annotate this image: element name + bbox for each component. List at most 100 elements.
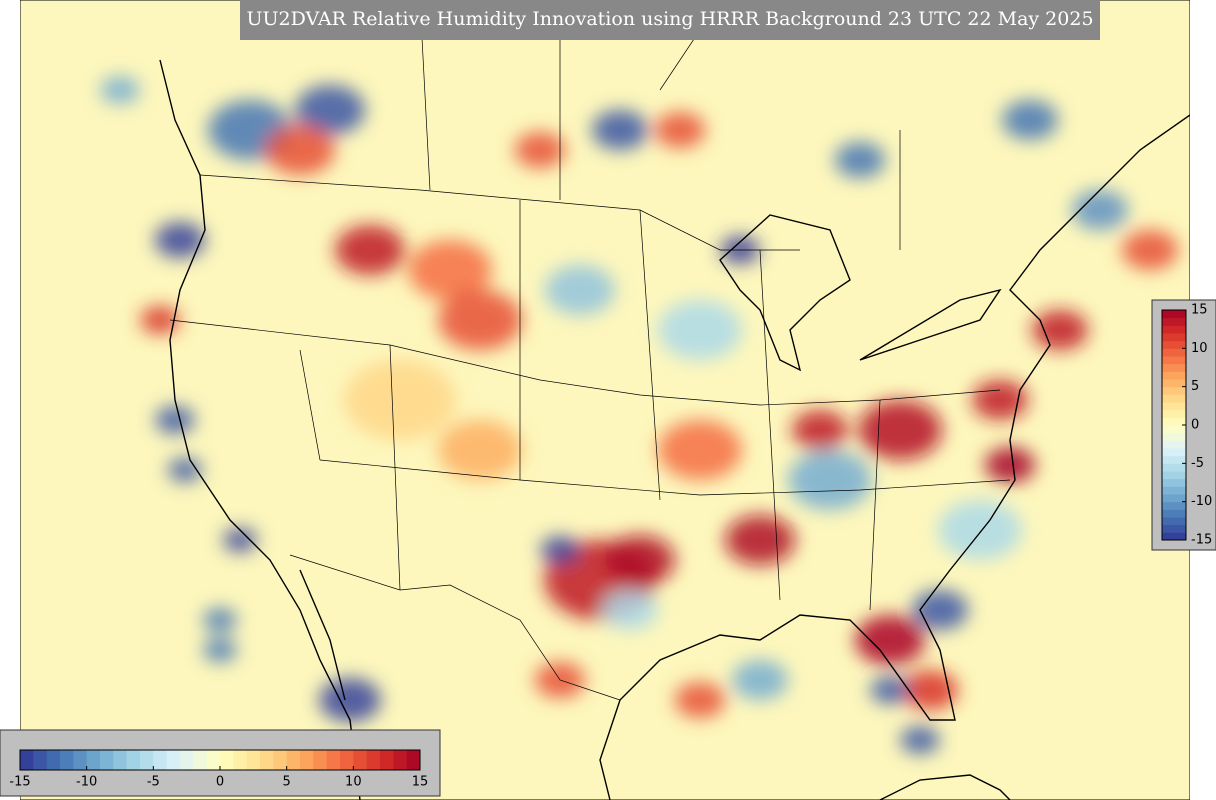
baja-coast bbox=[299, 569, 346, 701]
colorbar-segment bbox=[1162, 471, 1186, 480]
field-blob bbox=[658, 420, 742, 480]
colorbar-segment bbox=[1162, 532, 1186, 541]
field-blob bbox=[1002, 100, 1058, 140]
colorbar-segment bbox=[1162, 371, 1186, 380]
colorbar-segment bbox=[1162, 486, 1186, 495]
colorbar-segment bbox=[46, 750, 61, 770]
field-blob bbox=[725, 515, 795, 565]
canada-provinces bbox=[419, 0, 901, 250]
field-blob bbox=[1032, 310, 1088, 350]
borders bbox=[169, 0, 1011, 701]
colorbar-segment bbox=[1162, 440, 1186, 449]
colorbar-segment bbox=[1162, 333, 1186, 342]
colorbar-segment bbox=[1162, 317, 1186, 326]
field-blob bbox=[295, 85, 365, 135]
field-blob bbox=[592, 110, 648, 150]
colorbar-segment bbox=[1162, 432, 1186, 441]
field-blob bbox=[1122, 230, 1178, 270]
colorbar-tick-label: -5 bbox=[147, 775, 160, 790]
colorbar-segment bbox=[1162, 356, 1186, 365]
field-blob bbox=[732, 660, 788, 700]
colorbar-segment bbox=[353, 750, 368, 770]
field-blob bbox=[223, 528, 257, 552]
field-blob bbox=[545, 265, 615, 315]
colorbar-tick-label: 10 bbox=[345, 775, 362, 790]
mexico-border bbox=[289, 554, 621, 701]
colorbar-segment bbox=[1162, 409, 1186, 418]
title: UU2DVAR Relative Humidity Innovation usi… bbox=[246, 8, 1093, 30]
colorbar-tick-label: -10 bbox=[76, 775, 97, 790]
cuba-coast bbox=[879, 774, 1011, 800]
colorbar-segment bbox=[1162, 340, 1186, 349]
field-blob bbox=[408, 240, 492, 300]
colorbar-segment bbox=[86, 750, 101, 770]
colorbar-segment bbox=[326, 750, 341, 770]
colorbar-segment bbox=[1162, 402, 1186, 411]
colorbar-segment bbox=[1162, 417, 1186, 426]
colorbar-segment bbox=[1162, 310, 1186, 319]
field-blob bbox=[203, 638, 237, 662]
field-blob bbox=[155, 406, 195, 434]
colorbar-segment bbox=[1162, 517, 1186, 526]
field-blob bbox=[602, 590, 658, 630]
colorbar-segment bbox=[233, 750, 248, 770]
field-blob bbox=[1072, 190, 1128, 230]
field-blob bbox=[605, 535, 675, 585]
colorbar-segment bbox=[1162, 455, 1186, 464]
colorbar-segment bbox=[1162, 379, 1186, 388]
field-blob bbox=[438, 420, 522, 480]
field-blob bbox=[203, 608, 237, 632]
map bbox=[20, 0, 1190, 800]
colorbar-tick-label: 10 bbox=[1191, 341, 1208, 356]
field-blob bbox=[674, 682, 726, 718]
colorbar-segment bbox=[246, 750, 261, 770]
colorbar-segment bbox=[60, 750, 74, 770]
colorbar-segment bbox=[180, 750, 194, 770]
coastlines bbox=[159, 59, 1190, 800]
colorbar-segment bbox=[1162, 494, 1186, 503]
field-blob bbox=[855, 615, 925, 665]
colorbar-tick-label: 15 bbox=[412, 775, 429, 790]
colorbar-tick-label: 0 bbox=[1191, 418, 1199, 433]
colorbar-tick-label: 5 bbox=[1191, 379, 1199, 394]
field-blob bbox=[658, 300, 742, 360]
colorbar: -15 -10 -5 0 5 10 15 bbox=[1161, 303, 1212, 548]
colorbar-segment bbox=[406, 750, 421, 770]
colorbar-segment bbox=[380, 750, 394, 770]
colorbar-segment bbox=[300, 750, 314, 770]
field-blob bbox=[654, 112, 706, 148]
east-gulf-coast bbox=[599, 114, 1190, 800]
colorbar-tick-label: 5 bbox=[283, 775, 291, 790]
colorbar-segment bbox=[73, 750, 88, 770]
field-blob bbox=[100, 76, 140, 104]
colorbar-segment bbox=[126, 750, 141, 770]
colorbar-segment bbox=[393, 750, 408, 770]
colorbar-segment bbox=[1162, 463, 1186, 472]
colorbar-segment bbox=[1162, 478, 1186, 487]
colorbar: -15 -10 -5 0 5 10 15 bbox=[9, 749, 429, 790]
colorbar-segment bbox=[140, 750, 154, 770]
colorbar-segment bbox=[286, 750, 301, 770]
colorbar-segment bbox=[260, 750, 274, 770]
field-blob bbox=[870, 676, 910, 704]
field-blob bbox=[858, 400, 942, 460]
field-blob bbox=[938, 500, 1022, 560]
colorbar-segment bbox=[33, 750, 48, 770]
state-lines-2 bbox=[319, 459, 1011, 496]
field-blob bbox=[902, 670, 958, 710]
colorbar-segment bbox=[1162, 386, 1186, 395]
colorbar-segment bbox=[1162, 448, 1186, 457]
colorbar-tick-label: -10 bbox=[1191, 494, 1212, 509]
colorbar-tick-label: -5 bbox=[1191, 456, 1204, 471]
field-blob bbox=[540, 536, 580, 564]
colorbar-tick-label: -15 bbox=[1191, 533, 1212, 548]
colorbar-segment bbox=[1162, 348, 1186, 357]
colorbar-segment bbox=[1162, 509, 1186, 518]
colorbar-segment bbox=[193, 750, 208, 770]
colorbar-segment bbox=[1162, 325, 1186, 334]
field-blob bbox=[912, 590, 968, 630]
field-blob bbox=[265, 125, 335, 175]
field-blob bbox=[834, 142, 886, 178]
